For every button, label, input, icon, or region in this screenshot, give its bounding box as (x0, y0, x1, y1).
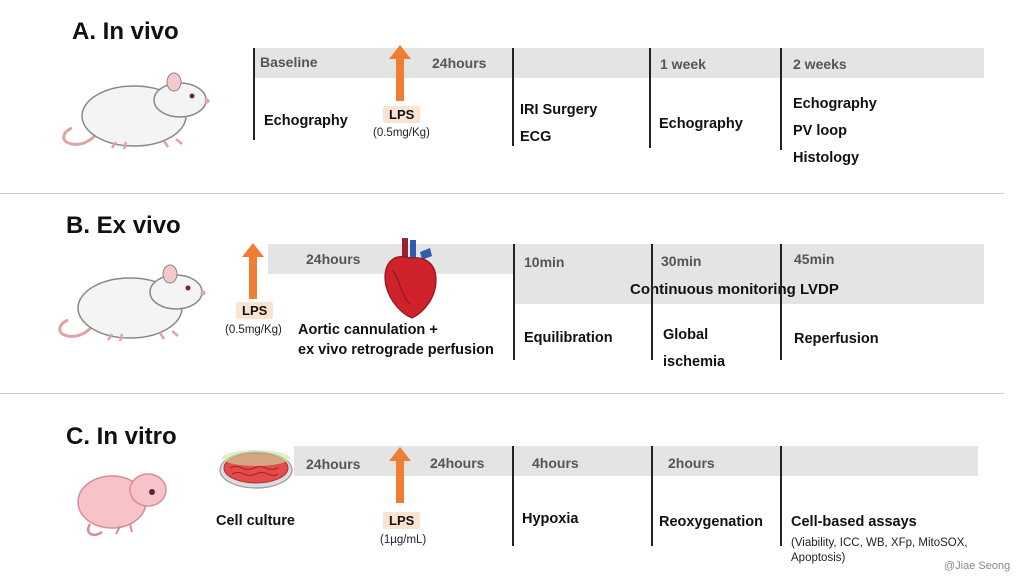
lps-badge: LPS (383, 512, 421, 529)
divider (780, 48, 782, 150)
surgery-label: IRI Surgery (520, 102, 598, 118)
assays-list-1: (Viability, ICC, WB, XFp, MitoSOX, (791, 537, 968, 549)
week2-pvloop: PV loop (793, 123, 847, 139)
cell-culture-label: Cell culture (216, 513, 295, 529)
timeline-band-b (268, 244, 984, 274)
divider (512, 48, 514, 146)
band-label-2weeks: 2 weeks (793, 56, 847, 72)
lps-arrow-icon (242, 243, 264, 299)
lps-dose: (0.5mg/Kg) (225, 324, 282, 336)
divider (512, 446, 514, 546)
panel-c-title: C. In vitro (66, 423, 177, 450)
lps-badge: LPS (236, 302, 274, 319)
lps-dose: (1µg/mL) (380, 534, 427, 546)
divider (780, 244, 782, 360)
equilibration-label: Equilibration (524, 330, 613, 346)
band-label-24hours: 24hours (430, 455, 485, 471)
band-label-45min: 45min (794, 251, 835, 267)
lps-arrow-icon (389, 447, 411, 503)
monitoring-label: Continuous monitoring LVDP (630, 281, 839, 298)
monitoring-band (514, 274, 984, 304)
band-label-24hours: 24hours (306, 251, 361, 267)
rat-icon (58, 264, 206, 342)
divider (651, 446, 653, 546)
perfusion-label-2: ex vivo retrograde perfusion (298, 342, 494, 358)
panel-a-title: A. In vivo (72, 18, 179, 45)
band-label-24hours: 24hours (432, 55, 487, 71)
lps-badge: LPS (383, 106, 421, 123)
neonatal-rat-icon (77, 473, 167, 536)
timeline-band-a (254, 48, 984, 78)
divider (513, 244, 515, 360)
baseline-echography: Echography (264, 113, 348, 129)
hypoxia-label: Hypoxia (522, 511, 579, 527)
band-label-baseline: Baseline (260, 54, 318, 70)
lps-dose: (0.5mg/Kg) (373, 127, 430, 139)
band-label-4hours: 4hours (532, 455, 579, 471)
band-label-30min: 30min (661, 253, 702, 269)
assays-label: Cell-based assays (791, 514, 917, 530)
separator (0, 393, 1004, 394)
heart-icon (384, 238, 437, 319)
lps-arrow-icon (389, 45, 411, 101)
divider (253, 48, 255, 140)
reoxygenation-label: Reoxygenation (659, 514, 763, 530)
week2-histology: Histology (793, 150, 860, 166)
petri-dish-icon (219, 450, 293, 489)
global-label: Global (663, 327, 709, 343)
panel-b-title: B. Ex vivo (66, 212, 181, 239)
rat-icon (62, 72, 210, 150)
ecg-label: ECG (520, 129, 552, 145)
band-label-24hours: 24hours (306, 456, 361, 472)
separator (0, 193, 1004, 194)
credit: @Jiae Seong (944, 560, 1011, 572)
divider (649, 48, 651, 148)
perfusion-label-1: Aortic cannulation + (298, 322, 438, 338)
band-label-10min: 10min (524, 254, 565, 270)
reperfusion-label: Reperfusion (794, 331, 879, 347)
band-label-2hours: 2hours (668, 455, 715, 471)
week1-echography: Echography (659, 116, 743, 132)
divider (780, 446, 782, 546)
week2-echography: Echography (793, 96, 877, 112)
assays-list-2: Apoptosis) (791, 552, 846, 564)
divider (651, 244, 653, 360)
band-label-1week: 1 week (660, 56, 706, 72)
ischemia-label: ischemia (663, 354, 726, 370)
